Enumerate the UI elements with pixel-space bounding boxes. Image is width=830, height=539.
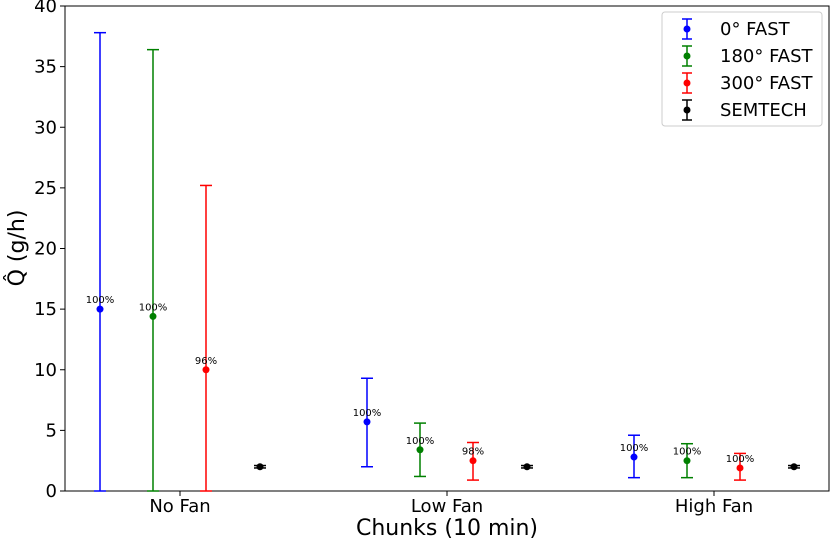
legend-marker-dot	[683, 52, 691, 60]
data-label: 100%	[673, 447, 702, 458]
y-tick-label: 15	[34, 299, 57, 320]
data-point	[630, 453, 638, 461]
data-label: 100%	[726, 454, 755, 465]
legend-label: 300° FAST	[720, 73, 814, 94]
y-axis-ticks: 0 5 10 15 20 25 30 35 40	[34, 0, 65, 502]
x-tick-label: Low Fan	[411, 496, 483, 517]
y-tick-label: 20	[34, 239, 57, 260]
data-label: 100%	[139, 302, 168, 313]
data-label: 96%	[195, 356, 217, 367]
data-point	[256, 463, 264, 471]
y-tick-label: 25	[34, 178, 57, 199]
data-point	[202, 366, 210, 374]
data-point	[149, 312, 157, 320]
data-marks: 100% 100% 100% 100% 100% 100% 96% 98% 100%	[86, 31, 800, 492]
legend-marker-dot	[683, 79, 691, 87]
legend-marker-dot	[683, 106, 691, 114]
data-label: 100%	[353, 408, 382, 419]
data-point	[790, 463, 798, 471]
data-point	[363, 418, 371, 426]
y-tick-label: 40	[34, 0, 57, 17]
x-axis-ticks: No Fan Low Fan High Fan	[149, 491, 753, 517]
legend-marker-dot	[683, 25, 691, 33]
data-point	[523, 463, 531, 471]
x-axis-title: Chunks (10 min)	[356, 516, 538, 539]
x-tick-label: High Fan	[675, 496, 753, 517]
data-label: 100%	[620, 443, 649, 454]
legend: 0° FAST 180° FAST 300° FAST SEMTECH	[661, 11, 823, 127]
data-label: 100%	[406, 436, 435, 447]
y-tick-label: 30	[34, 117, 57, 138]
y-tick-label: 10	[34, 360, 57, 381]
data-point	[736, 464, 744, 472]
legend-label: SEMTECH	[720, 100, 807, 121]
x-tick-label: No Fan	[149, 496, 210, 517]
data-point	[96, 305, 104, 313]
data-point	[469, 457, 477, 465]
y-tick-label: 35	[34, 57, 57, 78]
y-tick-label: 5	[46, 420, 57, 441]
y-axis-title: Q̂ (g/h)	[4, 210, 30, 287]
y-tick-label: 0	[46, 481, 57, 502]
legend-box	[661, 11, 823, 127]
data-label: 98%	[462, 447, 484, 458]
data-point	[416, 446, 424, 454]
data-point	[683, 457, 691, 465]
data-label: 100%	[86, 295, 115, 306]
legend-label: 0° FAST	[720, 19, 791, 40]
legend-label: 180° FAST	[720, 46, 814, 67]
